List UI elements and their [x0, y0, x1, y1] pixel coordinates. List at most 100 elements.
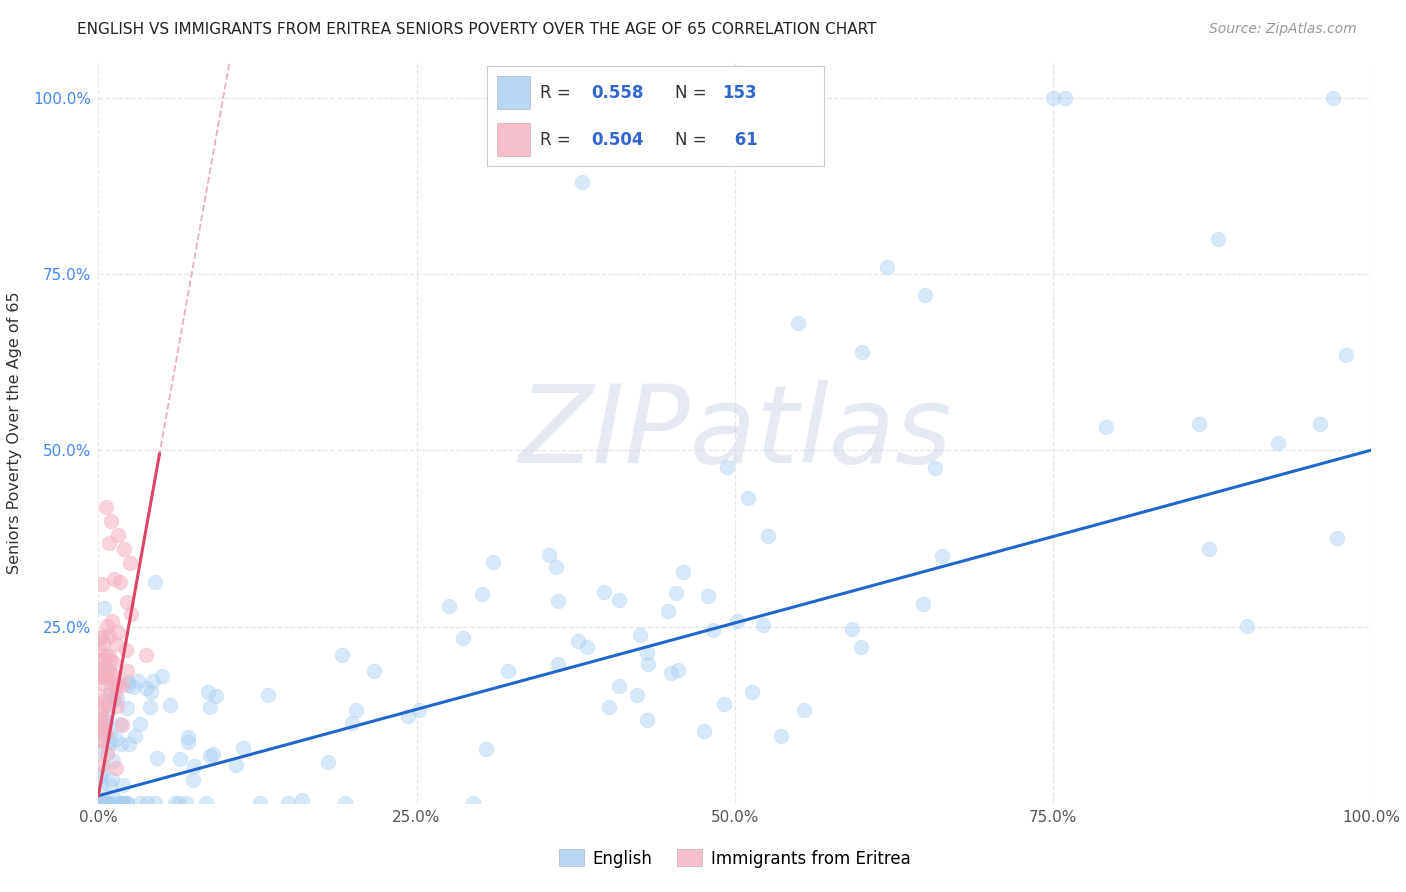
Point — [537, 548, 560, 562]
Point — [1322, 91, 1344, 105]
Point — [769, 729, 792, 743]
Point — [924, 460, 946, 475]
Point — [318, 755, 340, 769]
Point — [167, 796, 190, 810]
Point — [114, 643, 136, 657]
Point — [97, 698, 120, 713]
Point — [1326, 531, 1348, 545]
Point — [98, 735, 121, 749]
Point — [100, 682, 122, 697]
Point — [174, 796, 197, 810]
Point — [841, 622, 863, 636]
Point — [101, 668, 124, 682]
Point — [105, 698, 128, 713]
Point — [471, 587, 494, 601]
Point — [117, 796, 139, 810]
Point — [101, 655, 124, 669]
Point — [104, 687, 127, 701]
Point — [101, 670, 124, 684]
Point — [752, 618, 775, 632]
Point — [482, 555, 505, 569]
Point — [117, 675, 139, 690]
Point — [1054, 91, 1077, 105]
Point — [122, 680, 145, 694]
Point — [931, 549, 953, 564]
Point — [93, 796, 115, 810]
Point — [135, 681, 157, 695]
Point — [94, 796, 117, 810]
Point — [672, 566, 695, 580]
Point — [567, 633, 589, 648]
Point — [98, 687, 121, 701]
Point — [544, 560, 567, 574]
Point — [912, 598, 935, 612]
Point — [659, 665, 682, 680]
Point — [89, 769, 111, 783]
Point — [787, 316, 810, 330]
Point — [111, 718, 134, 732]
Point — [115, 701, 138, 715]
Point — [97, 706, 120, 720]
Point — [461, 796, 484, 810]
Point — [93, 670, 115, 684]
Point — [636, 713, 658, 727]
Point — [437, 599, 460, 613]
Point — [111, 796, 134, 810]
Point — [97, 536, 120, 550]
Point — [94, 714, 117, 729]
Point — [1042, 91, 1064, 105]
Point — [108, 575, 131, 590]
Point — [90, 778, 112, 792]
Point — [181, 773, 204, 788]
Point — [89, 631, 111, 645]
Point — [89, 796, 111, 810]
Point — [142, 674, 165, 689]
Point — [121, 607, 143, 621]
Point — [598, 699, 620, 714]
Point — [716, 459, 738, 474]
Point — [104, 760, 127, 774]
Point — [849, 640, 872, 655]
Point — [89, 642, 111, 657]
Point — [129, 717, 152, 731]
Point — [90, 796, 112, 810]
Point — [98, 653, 121, 667]
Point — [408, 703, 430, 717]
Point — [183, 759, 205, 773]
Point — [91, 636, 114, 650]
Point — [89, 721, 111, 735]
Point — [111, 678, 134, 692]
Point — [96, 746, 118, 760]
Point — [117, 678, 139, 692]
Point — [91, 796, 114, 810]
Point — [330, 648, 353, 662]
Point — [152, 668, 174, 682]
Point — [249, 796, 271, 810]
Point — [103, 754, 125, 768]
Point — [98, 796, 121, 810]
Point — [91, 701, 114, 715]
Point — [340, 716, 363, 731]
Point — [108, 716, 131, 731]
Point — [98, 778, 121, 792]
Point — [93, 629, 115, 643]
Point — [98, 727, 121, 741]
Point — [194, 796, 217, 810]
Point — [290, 792, 312, 806]
Point — [547, 657, 569, 672]
Point — [197, 685, 219, 699]
Point — [547, 594, 569, 608]
Point — [607, 679, 630, 693]
Point — [91, 796, 114, 810]
Point — [101, 615, 124, 629]
Point — [89, 714, 111, 729]
Point — [1188, 417, 1211, 431]
Point — [143, 575, 166, 590]
Point — [96, 618, 118, 632]
Point — [1236, 619, 1258, 633]
Point — [1267, 435, 1289, 450]
Point — [91, 764, 114, 779]
Point — [97, 741, 120, 756]
Point — [176, 735, 198, 749]
Point — [713, 697, 735, 711]
